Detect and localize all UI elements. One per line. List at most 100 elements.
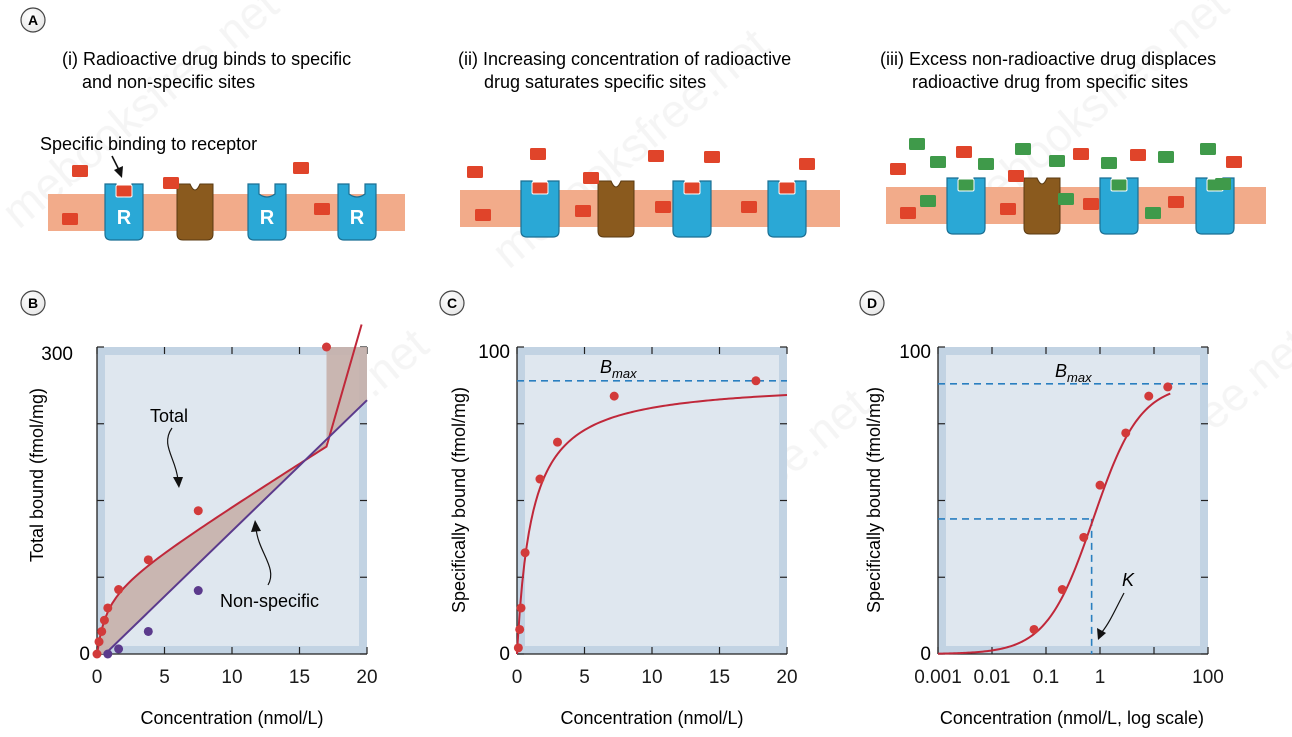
k-label: K [1122,570,1135,590]
total-point [114,585,124,595]
k-pointer-head [1097,628,1106,640]
radioactive-drug [467,166,483,178]
data-point [1057,585,1067,595]
x-tick-label: 0 [92,667,103,688]
radioactive-drug [704,151,720,163]
data-point [1029,624,1039,634]
radioactive-drug [163,177,179,189]
receptor [946,177,986,235]
xlabel-c: Concentration (nmol/L) [560,708,743,728]
label-nonspecific: Non-specific [220,591,319,611]
caption-iii-line1: (iii) Excess non-radioactive drug displa… [880,49,1216,69]
data-point [1121,428,1131,438]
x-tick-label: 20 [356,667,377,688]
total-pointer-head [173,477,183,488]
plot-area-c [525,355,779,646]
total-point [94,637,104,647]
total-curve [96,324,363,655]
x-tick-label: 15 [709,667,730,688]
badge-b: B [20,290,46,316]
data-point [1144,391,1154,401]
data-point [1163,382,1173,392]
data-point [1079,532,1089,542]
nonradioactive-drug [978,158,994,170]
data-point [515,624,525,634]
radioactive-drug [293,162,309,174]
nonradioactive-drug [1215,178,1231,190]
radioactive-drug [62,213,78,225]
caption-iii-line2: radioactive drug from specific sites [912,72,1188,92]
nonspecific-point [193,586,203,596]
nonradioactive-drug [1158,151,1174,163]
caption-i-line1: (i) Radioactive drug binds to specific [62,49,351,69]
receptor: R [247,183,287,241]
data-point [513,643,523,653]
nonradioactive-drug [920,195,936,207]
badge-b-letter: B [28,295,38,311]
badge-d-letter: D [867,295,877,311]
nonspecific-pointer-head [251,520,261,532]
nonspecific-site [597,180,635,238]
total-point [99,615,109,625]
radioactive-drug [1073,148,1089,160]
total-pointer [166,427,179,481]
badge-c: C [439,290,465,316]
total-point [143,555,153,565]
annotation-arrow-head [114,166,123,178]
radioactive-drug [900,207,916,219]
panel-c: C 0 5 10 15 20 100 0 Specifically bound (fmo… [439,290,798,728]
radioactive-drug [1226,156,1242,168]
radioactive-drug [741,201,757,213]
radioactive-drug [1008,170,1024,182]
panel-a: A (i) Radioactive drug binds to specific… [20,7,1266,241]
x-tick-label: 5 [579,667,590,688]
nonradioactive-drug [1015,143,1031,155]
ytick-b-300: 300 [41,344,73,365]
panel-d: D 0.001 0.01 0.1 1 100 100 0 Specifically bo… [859,290,1224,728]
nonradioactive-drug [1145,207,1161,219]
receptor: R [337,183,377,241]
x-tick-label: 0 [512,667,523,688]
data-point [553,437,562,447]
x-tick-label: 0.001 [914,667,962,688]
x-tick-label: 15 [289,667,310,688]
receptor: R [104,183,144,241]
xlabel-b: Concentration (nmol/L) [140,708,323,728]
label-total: Total [150,406,188,426]
badge-d: D [859,290,885,316]
radioactive-drug [314,203,330,215]
caption-i-line2: and non-specific sites [82,72,255,92]
x-tick-label: 10 [221,667,242,688]
total-point [103,603,113,613]
ylabel-d: Specifically bound (fmol/mg) [864,387,884,613]
nonspecific-line [104,399,368,655]
nonspecific-pointer [255,527,272,586]
nonradioactive-drug [1049,155,1065,167]
bmax-label-d: Bmax [1055,361,1092,385]
nonspecific-site [1023,177,1061,235]
receptor-body [337,183,377,241]
specific-binding-annotation: Specific binding to receptor [40,134,257,154]
data-point [535,474,545,484]
k-pointer [1101,592,1125,633]
radioactive-drug [1083,198,1099,210]
ytick-d-100: 100 [899,342,931,363]
xlabel-d: Concentration (nmol/L, log scale) [940,708,1204,728]
x-tick-label: 1 [1095,667,1106,688]
total-point [97,626,107,636]
x-tick-label: 100 [1192,667,1224,688]
radioactive-drug-bound [531,181,549,195]
nonradioactive-drug [1058,193,1074,205]
nonradioactive-drug-bound [1110,178,1128,192]
radioactive-drug [530,148,546,160]
data-point [516,603,526,613]
radioactive-drug-bound [778,181,796,195]
radioactive-drug-bound [115,184,133,198]
receptor-label: R [117,207,132,229]
ytick-c-0: 0 [499,644,510,665]
ytick-b-0: 0 [79,644,90,665]
caption-ii-line2: drug saturates specific sites [484,72,706,92]
radioactive-drug [475,209,491,221]
receptor [520,180,560,238]
nonradioactive-drug [909,138,925,150]
